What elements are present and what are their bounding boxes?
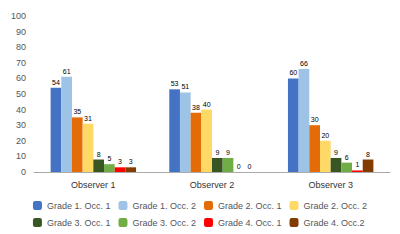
svg-text:Grade 2. Occ. 1: Grade 2. Occ. 1 xyxy=(218,201,282,211)
svg-text:9: 9 xyxy=(334,149,338,156)
svg-text:20: 20 xyxy=(16,136,26,146)
svg-text:80: 80 xyxy=(16,42,26,52)
svg-text:Observer 1: Observer 1 xyxy=(71,180,116,190)
svg-text:Grade 3. Occ. 1: Grade 3. Occ. 1 xyxy=(47,218,111,228)
svg-text:40: 40 xyxy=(203,101,211,108)
svg-text:Grade 4. Occ. 1: Grade 4. Occ. 1 xyxy=(218,218,282,228)
svg-text:60: 60 xyxy=(289,69,297,76)
svg-text:30: 30 xyxy=(16,120,26,130)
svg-text:Grade 1. Occ. 2: Grade 1. Occ. 2 xyxy=(132,201,196,211)
svg-text:Grade 2. Occ. 2: Grade 2. Occ. 2 xyxy=(304,201,368,211)
svg-text:1: 1 xyxy=(355,161,359,168)
svg-text:3: 3 xyxy=(118,158,122,165)
svg-text:38: 38 xyxy=(192,104,200,111)
svg-text:Grade 3. Occ. 2: Grade 3. Occ. 2 xyxy=(132,218,196,228)
svg-text:9: 9 xyxy=(215,149,219,156)
svg-text:8: 8 xyxy=(366,151,370,158)
svg-text:Grade 1. Occ. 1: Grade 1. Occ. 1 xyxy=(47,201,111,211)
svg-text:54: 54 xyxy=(52,79,60,86)
svg-text:Grade 4. Occ.2: Grade 4. Occ.2 xyxy=(304,218,365,228)
svg-text:35: 35 xyxy=(73,108,81,115)
svg-text:60: 60 xyxy=(16,73,26,83)
svg-text:5: 5 xyxy=(107,155,111,162)
svg-text:100: 100 xyxy=(11,11,26,21)
svg-text:51: 51 xyxy=(181,83,189,90)
svg-text:0: 0 xyxy=(21,167,26,177)
svg-text:Observer 3: Observer 3 xyxy=(308,180,353,190)
svg-text:61: 61 xyxy=(63,68,71,75)
svg-text:50: 50 xyxy=(16,89,26,99)
svg-text:9: 9 xyxy=(226,149,230,156)
svg-text:31: 31 xyxy=(84,115,92,122)
svg-text:20: 20 xyxy=(321,132,329,139)
svg-text:8: 8 xyxy=(97,151,101,158)
svg-text:30: 30 xyxy=(311,116,319,123)
svg-text:53: 53 xyxy=(171,80,179,87)
svg-text:10: 10 xyxy=(16,151,26,161)
svg-text:6: 6 xyxy=(345,154,349,161)
svg-text:70: 70 xyxy=(16,58,26,68)
svg-text:3: 3 xyxy=(129,158,133,165)
svg-text:90: 90 xyxy=(16,27,26,37)
svg-text:66: 66 xyxy=(300,60,308,67)
svg-text:0: 0 xyxy=(237,163,241,170)
svg-text:Observer 2: Observer 2 xyxy=(190,180,235,190)
svg-text:40: 40 xyxy=(16,105,26,115)
svg-text:0: 0 xyxy=(247,163,251,170)
